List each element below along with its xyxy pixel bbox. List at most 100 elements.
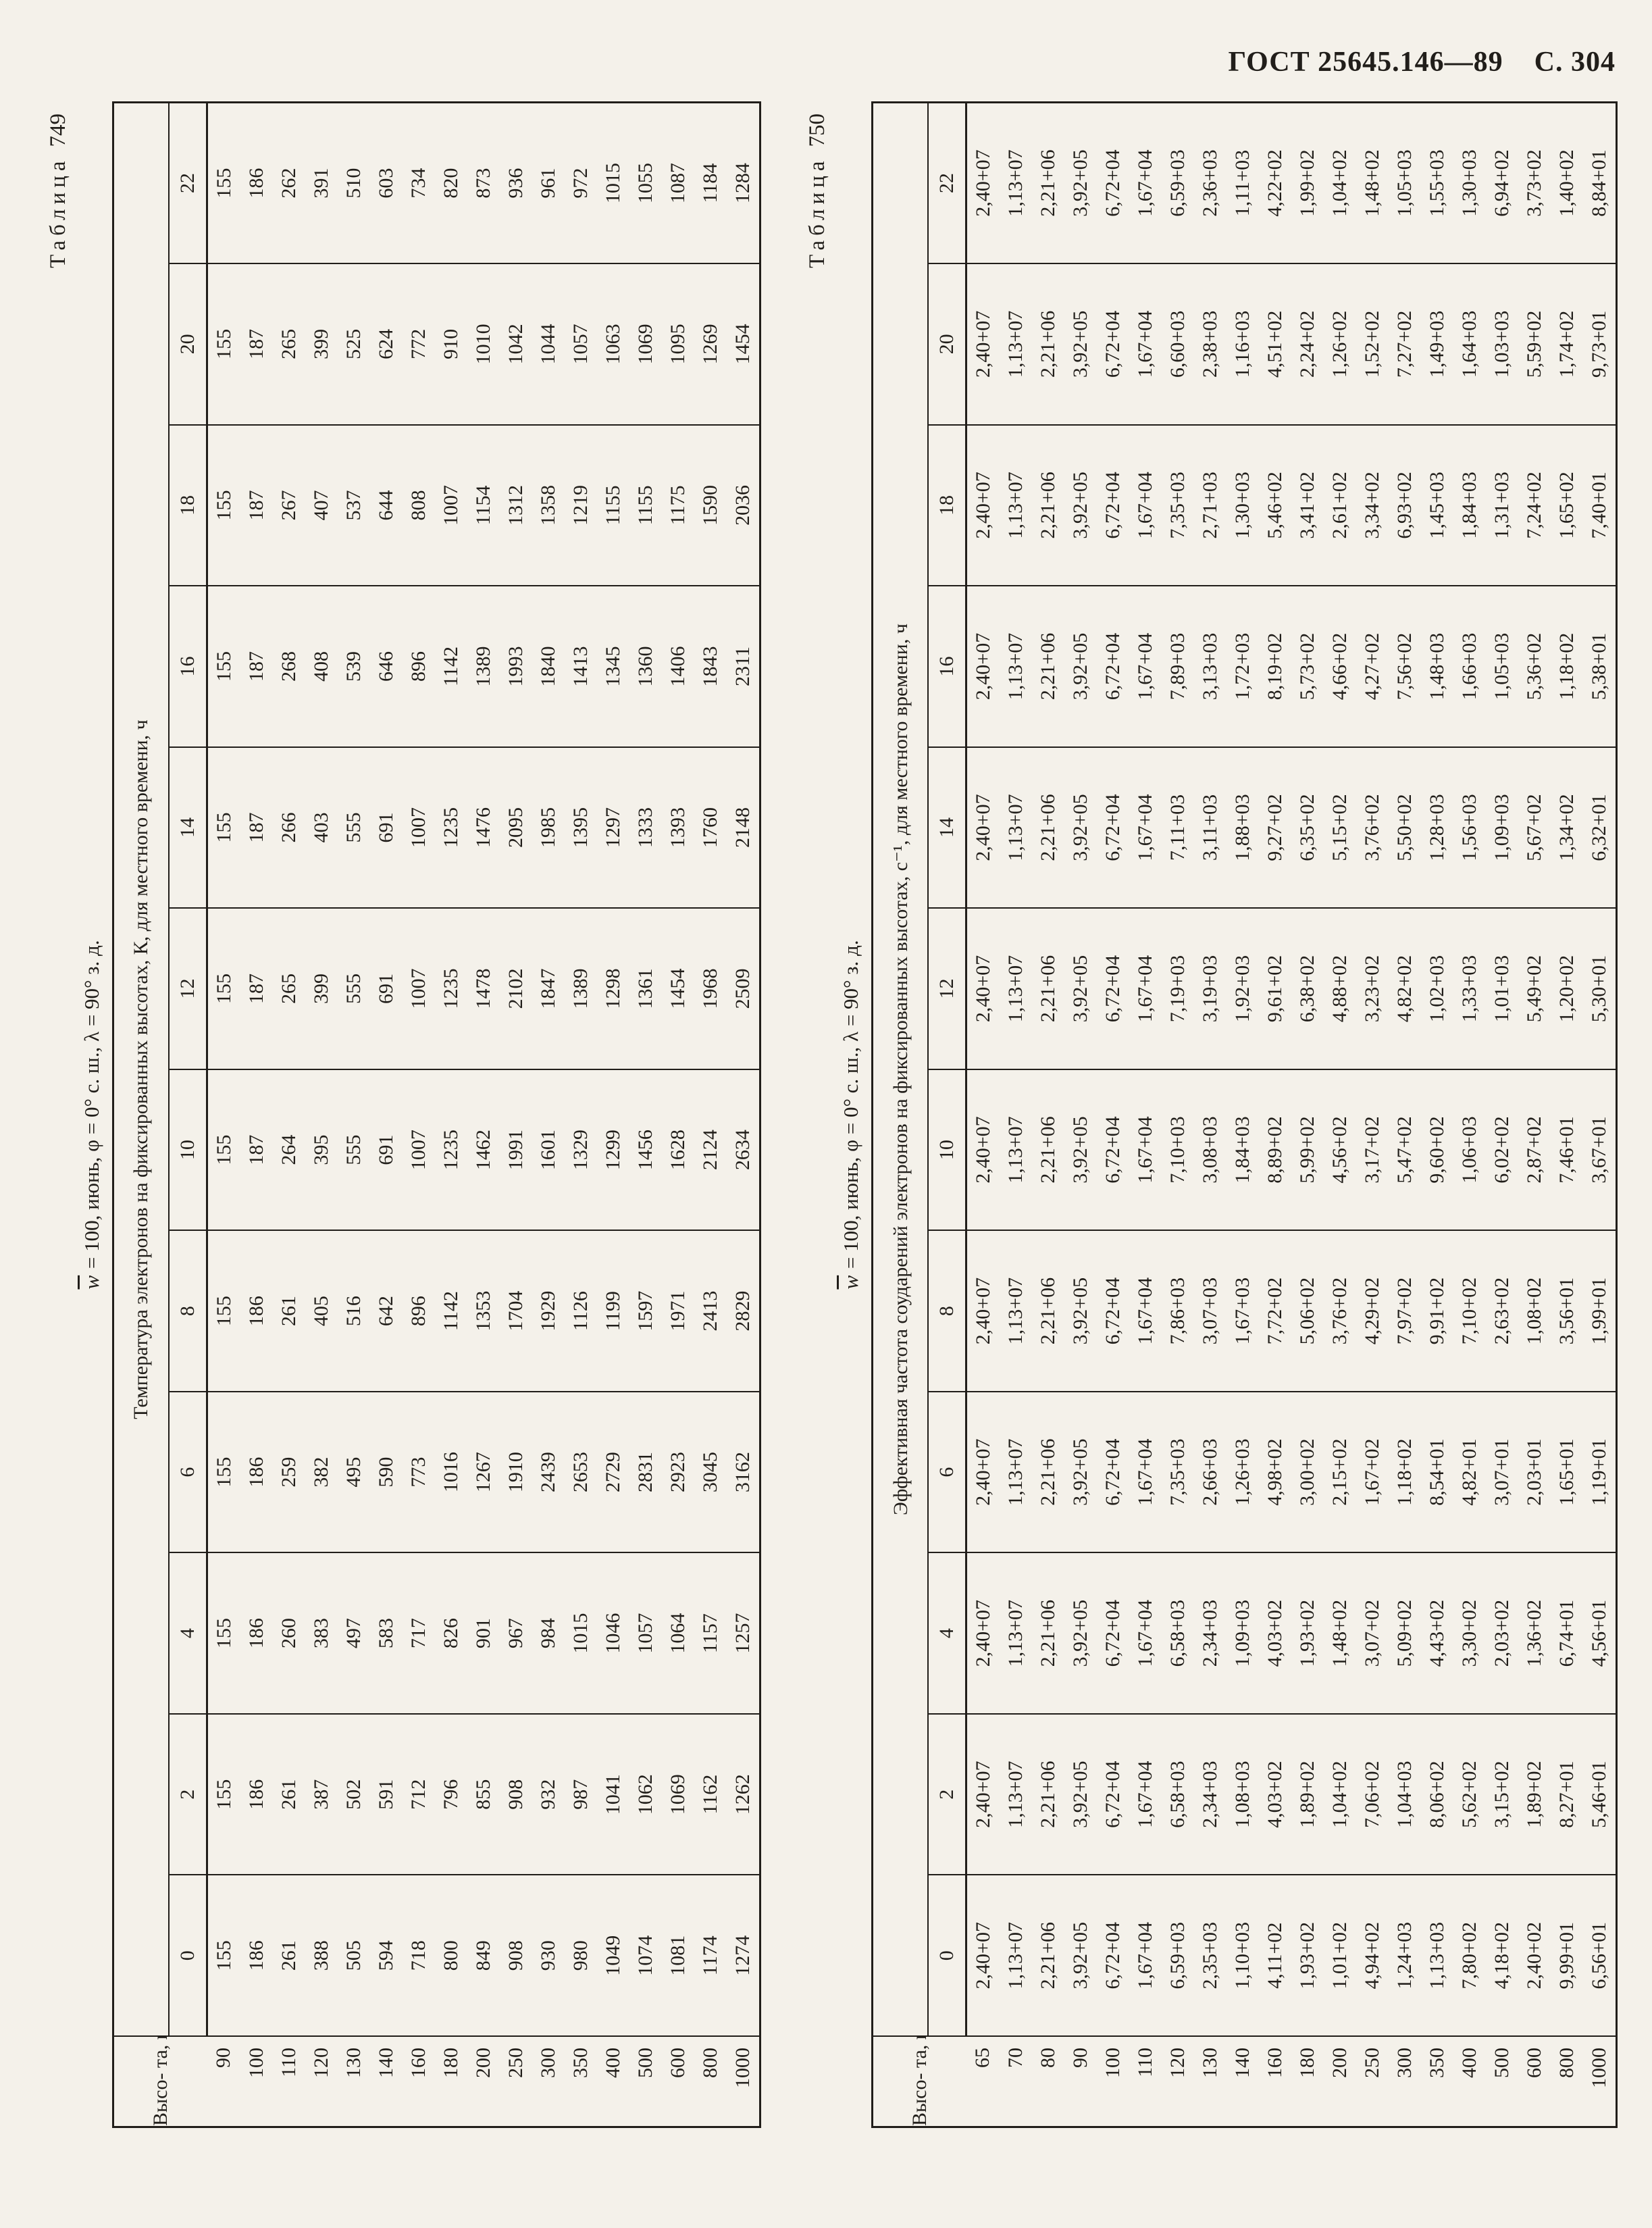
value-cell: 155: [207, 1875, 240, 2036]
height-label: 200: [467, 2036, 500, 2127]
value-cell: 1,67+04: [1129, 1875, 1162, 2036]
value-cell: 734: [403, 102, 435, 264]
height-label: 70: [1000, 2036, 1032, 2127]
value-cell: 265: [273, 263, 305, 425]
value-cell: 6,72+04: [1097, 1713, 1129, 1875]
value-cell: 3,56+01: [1551, 1230, 1583, 1392]
value-cell: 1406: [662, 586, 694, 747]
table-block-750: Таблица 750 w = 100, июнь, φ = 0° с. ш., …: [802, 101, 1618, 2128]
value-cell: 187: [240, 746, 273, 909]
value-cell: 896: [403, 586, 435, 747]
height-label: 500: [1486, 2036, 1518, 2127]
value-cell: 591: [370, 1713, 403, 1875]
hour-header: 10: [928, 1069, 966, 1231]
value-cell: 5,47+02: [1389, 1069, 1421, 1231]
value-cell: 1,06+03: [1453, 1069, 1486, 1231]
value-cell: 1,48+02: [1356, 102, 1389, 264]
value-cell: 1704: [500, 1230, 532, 1392]
value-cell: 2,40+02: [1518, 1875, 1551, 2036]
value-cell: 1,99+01: [1583, 1230, 1617, 1392]
value-cell: 1063: [597, 263, 629, 425]
value-cell: 7,72+02: [1259, 1230, 1291, 1392]
value-cell: 9,99+01: [1551, 1875, 1583, 2036]
value-cell: 1235: [435, 908, 467, 1069]
value-cell: 1454: [662, 908, 694, 1069]
value-cell: 717: [403, 1552, 435, 1714]
value-cell: 6,35+02: [1291, 746, 1324, 909]
value-cell: 187: [240, 424, 273, 586]
table-row: 500 1074 1062 1057 2831 1597 1456 1361 1333 1360 1…: [629, 102, 662, 2127]
value-cell: 1345: [597, 586, 629, 747]
value-cell: 1007: [403, 1069, 435, 1231]
value-cell: 7,46+01: [1551, 1069, 1583, 1231]
value-cell: 1,67+04: [1129, 1552, 1162, 1714]
value-cell: 1,36+02: [1518, 1552, 1551, 1714]
value-cell: 1,67+04: [1129, 908, 1162, 1069]
value-cell: 1,13+07: [1000, 1230, 1032, 1392]
value-cell: 407: [305, 424, 338, 586]
value-cell: 3,92+05: [1064, 424, 1097, 586]
value-cell: 1299: [597, 1069, 629, 1231]
value-cell: 6,58+03: [1162, 1713, 1194, 1875]
value-cell: 1,49+03: [1421, 263, 1453, 425]
value-cell: 1,34+02: [1551, 746, 1583, 909]
value-cell: 1007: [435, 424, 467, 586]
value-cell: 4,56+01: [1583, 1552, 1617, 1714]
value-cell: 7,56+02: [1389, 586, 1421, 747]
table-row: 120 388 387 383 382 405 395 399 403 408 407 399 391: [305, 102, 338, 2127]
value-cell: 2,40+07: [966, 746, 1000, 909]
height-label: 600: [1518, 2036, 1551, 2127]
value-cell: 1,18+02: [1389, 1391, 1421, 1553]
value-cell: 155: [207, 1230, 240, 1392]
height-label: 350: [1421, 2036, 1453, 2127]
value-cell: 4,03+02: [1259, 1552, 1291, 1714]
value-cell: 1,13+07: [1000, 1875, 1032, 2036]
height-label: 110: [1129, 2036, 1162, 2127]
value-cell: 3,30+02: [1453, 1552, 1486, 1714]
table-body: 90 155 155 155 155 155 155 155 155 155 155 155 155 10…: [207, 102, 760, 2127]
value-cell: 7,97+02: [1389, 1230, 1421, 1392]
value-cell: 4,82+02: [1389, 908, 1421, 1069]
value-cell: 987: [565, 1713, 597, 1875]
value-cell: 1,67+04: [1129, 263, 1162, 425]
value-cell: 2,63+02: [1486, 1230, 1518, 1392]
value-cell: 7,11+03: [1162, 746, 1194, 909]
value-cell: 1847: [532, 908, 565, 1069]
value-cell: 1,74+02: [1551, 263, 1583, 425]
value-cell: 1,52+02: [1356, 263, 1389, 425]
value-cell: 772: [403, 263, 435, 425]
value-cell: 7,06+02: [1356, 1713, 1389, 1875]
value-cell: 7,40+01: [1583, 424, 1617, 586]
table-row: 200 849 855 901 1267 1353 1462 1478 1476 1389 1154…: [467, 102, 500, 2127]
height-label: 1000: [727, 2036, 760, 2127]
value-cell: 1,08+03: [1227, 1713, 1259, 1875]
value-cell: 2,34+03: [1194, 1552, 1227, 1714]
value-cell: 3,92+05: [1064, 1391, 1097, 1553]
value-cell: 1,13+07: [1000, 102, 1032, 264]
value-cell: 5,73+02: [1291, 586, 1324, 747]
table-row: 800 9,99+01 8,27+01 6,74+01 1,65+01 3,56+01 7,…: [1551, 102, 1583, 2127]
value-cell: 265: [273, 908, 305, 1069]
value-cell: 1,04+02: [1324, 102, 1356, 264]
table-conditions: w = 100, июнь, φ = 0° с. ш., λ = 90° з. …: [78, 101, 112, 2128]
value-cell: 2,21+06: [1032, 263, 1064, 425]
value-cell: 1,64+03: [1453, 263, 1486, 425]
value-cell: 1269: [694, 263, 727, 425]
value-cell: 1007: [403, 746, 435, 909]
value-cell: 155: [207, 746, 240, 909]
value-cell: 1199: [597, 1230, 629, 1392]
height-label: 120: [305, 2036, 338, 2127]
value-cell: 1,01+03: [1486, 908, 1518, 1069]
table-row: 100 6,72+04 6,72+04 6,72+04 6,72+04 6,72+04 6,…: [1097, 102, 1129, 2127]
value-cell: 901: [467, 1552, 500, 1714]
value-cell: 3,17+02: [1356, 1069, 1389, 1231]
value-cell: 187: [240, 586, 273, 747]
value-cell: 5,50+02: [1389, 746, 1421, 909]
value-cell: 1010: [467, 263, 500, 425]
value-cell: 6,72+04: [1097, 102, 1129, 264]
value-cell: 1910: [500, 1391, 532, 1553]
value-cell: 1049: [597, 1875, 629, 2036]
value-cell: 2,40+07: [966, 263, 1000, 425]
value-cell: 4,22+02: [1259, 102, 1291, 264]
value-cell: 1985: [532, 746, 565, 909]
